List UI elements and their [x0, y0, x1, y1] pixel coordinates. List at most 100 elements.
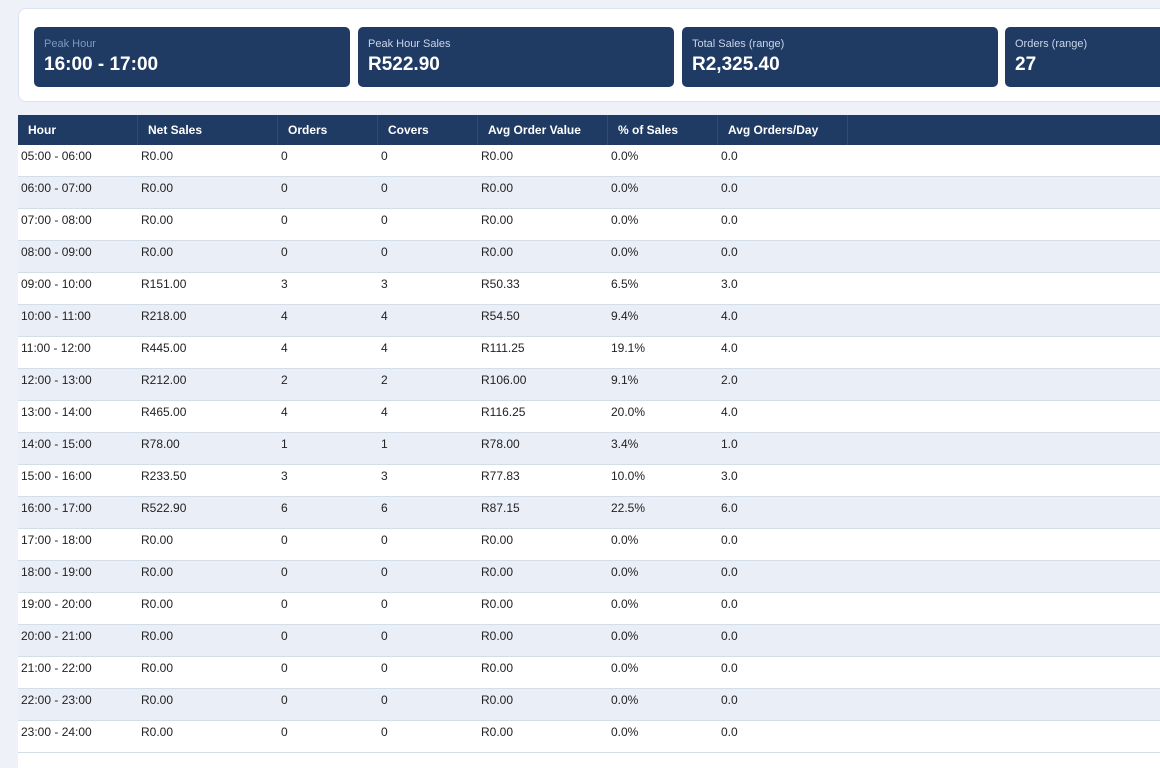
cell-net-sales: R0.00 [141, 597, 174, 611]
cell-orders: 0 [281, 661, 288, 675]
cell-net-sales: R218.00 [141, 309, 187, 323]
cell-hour: 20:00 - 21:00 [21, 629, 92, 643]
column-header-orders[interactable]: Orders [278, 115, 378, 145]
cell-net-sales: R445.00 [141, 341, 187, 355]
table-header: Hour Net Sales Orders Covers Avg Order V… [18, 115, 1160, 145]
cell-hour: 21:00 - 22:00 [21, 661, 92, 675]
cell-avg-orders-per-day: 3.0 [721, 469, 738, 483]
cell-net-sales: R0.00 [141, 629, 174, 643]
cell-covers: 6 [381, 501, 388, 515]
cell-percent-of-sales: 0.0% [611, 565, 639, 579]
cell-orders: 0 [281, 245, 288, 259]
cell-avg-order-value: R0.00 [481, 245, 514, 259]
cell-orders: 0 [281, 629, 288, 643]
cell-hour: 23:00 - 24:00 [21, 725, 92, 739]
cell-hour: 18:00 - 19:00 [21, 565, 92, 579]
table-row: 16:00 - 17:00 R522.90 6 6 R87.15 22.5% 6.0 [18, 497, 1160, 529]
cell-hour: 07:00 - 08:00 [21, 213, 92, 227]
cell-percent-of-sales: 0.0% [611, 693, 639, 707]
cell-avg-order-value: R106.00 [481, 373, 527, 387]
cell-avg-orders-per-day: 6.0 [721, 501, 738, 515]
table-row: 08:00 - 09:00 R0.00 0 0 R0.00 0.0% 0.0 [18, 241, 1160, 273]
cell-net-sales: R0.00 [141, 693, 174, 707]
cell-hour: 10:00 - 11:00 [21, 309, 91, 323]
cell-net-sales: R233.50 [141, 469, 187, 483]
cell-net-sales: R0.00 [141, 725, 174, 739]
cell-orders: 6 [281, 501, 288, 515]
cell-covers: 4 [381, 405, 388, 419]
table-row: 07:00 - 08:00 R0.00 0 0 R0.00 0.0% 0.0 [18, 209, 1160, 241]
column-header-avg-orders-per-day[interactable]: Avg Orders/Day [718, 115, 848, 145]
cell-percent-of-sales: 22.5% [611, 501, 646, 515]
cell-avg-order-value: R0.00 [481, 149, 514, 163]
kpi-label: Total Sales (range) [692, 38, 785, 50]
cell-avg-orders-per-day: 0.0 [721, 629, 738, 643]
cell-avg-order-value: R0.00 [481, 693, 514, 707]
column-header-avg-order-value[interactable]: Avg Order Value [478, 115, 608, 145]
cell-covers: 4 [381, 341, 388, 355]
cell-orders: 3 [281, 277, 288, 291]
cell-net-sales: R151.00 [141, 277, 187, 291]
cell-net-sales: R522.90 [141, 501, 187, 515]
cell-avg-orders-per-day: 0.0 [721, 245, 738, 259]
cell-percent-of-sales: 0.0% [611, 725, 639, 739]
cell-percent-of-sales: 19.1% [611, 341, 646, 355]
table-row: 15:00 - 16:00 R233.50 3 3 R77.83 10.0% 3.0 [18, 465, 1160, 497]
cell-hour: 16:00 - 17:00 [21, 501, 92, 515]
kpi-label: Peak Hour [44, 38, 96, 50]
cell-orders: 0 [281, 149, 288, 163]
cell-net-sales: R0.00 [141, 661, 174, 675]
cell-covers: 0 [381, 725, 388, 739]
cell-avg-order-value: R111.25 [481, 341, 525, 355]
kpi-label: Orders (range) [1015, 38, 1088, 50]
table-row: 10:00 - 11:00 R218.00 4 4 R54.50 9.4% 4.0 [18, 305, 1160, 337]
column-header-net-sales[interactable]: Net Sales [138, 115, 278, 145]
cell-percent-of-sales: 0.0% [611, 149, 639, 163]
cell-avg-orders-per-day: 4.0 [721, 405, 738, 419]
cell-avg-orders-per-day: 0.0 [721, 725, 738, 739]
column-header-hour[interactable]: Hour [18, 115, 138, 145]
cell-covers: 0 [381, 661, 388, 675]
table-row: 19:00 - 20:00 R0.00 0 0 R0.00 0.0% 0.0 [18, 593, 1160, 625]
kpi-value: 27 [1015, 54, 1037, 75]
cell-avg-order-value: R0.00 [481, 533, 514, 547]
cell-orders: 0 [281, 597, 288, 611]
cell-covers: 3 [381, 277, 388, 291]
table-row: 23:00 - 24:00 R0.00 0 0 R0.00 0.0% 0.0 [18, 721, 1160, 753]
cell-net-sales: R0.00 [141, 149, 174, 163]
cell-orders: 0 [281, 693, 288, 707]
cell-avg-order-value: R0.00 [481, 597, 514, 611]
cell-orders: 0 [281, 181, 288, 195]
cell-covers: 0 [381, 213, 388, 227]
cell-percent-of-sales: 0.0% [611, 245, 639, 259]
cell-hour: 19:00 - 20:00 [21, 597, 92, 611]
cell-avg-orders-per-day: 3.0 [721, 277, 738, 291]
cell-avg-orders-per-day: 0.0 [721, 661, 738, 675]
cell-covers: 0 [381, 565, 388, 579]
cell-orders: 0 [281, 213, 288, 227]
column-header-percent-of-sales[interactable]: % of Sales [608, 115, 718, 145]
kpi-card-peak-hour: Peak Hour 16:00 - 17:00 [34, 27, 350, 87]
kpi-value: R2,325.40 [692, 54, 780, 75]
cell-percent-of-sales: 20.0% [611, 405, 646, 419]
cell-avg-orders-per-day: 0.0 [721, 597, 738, 611]
cell-avg-orders-per-day: 0.0 [721, 565, 738, 579]
cell-avg-orders-per-day: 0.0 [721, 533, 738, 547]
cell-avg-order-value: R0.00 [481, 181, 514, 195]
cell-net-sales: R0.00 [141, 181, 174, 195]
cell-net-sales: R0.00 [141, 533, 174, 547]
cell-percent-of-sales: 3.4% [611, 437, 639, 451]
cell-hour: 12:00 - 13:00 [21, 373, 92, 387]
cell-avg-orders-per-day: 0.0 [721, 181, 738, 195]
cell-orders: 4 [281, 405, 288, 419]
cell-covers: 2 [381, 373, 388, 387]
cell-avg-order-value: R0.00 [481, 661, 514, 675]
column-header-covers[interactable]: Covers [378, 115, 478, 145]
cell-avg-order-value: R50.33 [481, 277, 520, 291]
cell-avg-order-value: R77.83 [481, 469, 520, 483]
table-row: 13:00 - 14:00 R465.00 4 4 R116.25 20.0% 4.0 [18, 401, 1160, 433]
table-row: 06:00 - 07:00 R0.00 0 0 R0.00 0.0% 0.0 [18, 177, 1160, 209]
cell-hour: 14:00 - 15:00 [21, 437, 92, 451]
table-row: 12:00 - 13:00 R212.00 2 2 R106.00 9.1% 2.0 [18, 369, 1160, 401]
cell-hour: 15:00 - 16:00 [21, 469, 92, 483]
